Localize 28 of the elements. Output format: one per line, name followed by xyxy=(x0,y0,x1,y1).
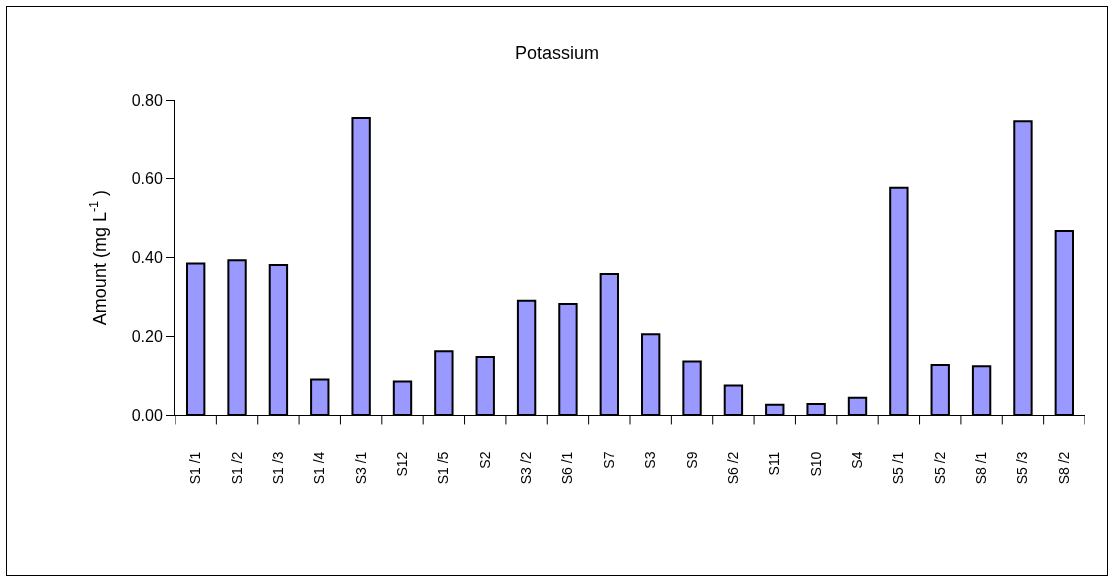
x-tick-label: S1 /4 xyxy=(311,451,328,485)
x-tick-label: S12 xyxy=(394,451,411,477)
x-tick-label: S11 xyxy=(766,451,783,476)
x-tick-label: S1 /2 xyxy=(228,451,245,485)
y-tick-label: 0.00 xyxy=(131,406,163,424)
x-tick-label: S4 xyxy=(849,451,866,469)
x-tick-label: S8 /1 xyxy=(973,451,990,485)
chart-title: Potassium xyxy=(514,43,600,64)
x-tick-label: S5 /3 xyxy=(1014,451,1031,485)
x-tick-label: S1 /5 xyxy=(435,451,452,485)
x-tick-label: S7 xyxy=(600,451,617,469)
x-tick-label: S10 xyxy=(807,451,824,477)
x-tick-label: S3 xyxy=(642,451,659,469)
x-tick-label: S3 /1 xyxy=(352,451,369,485)
x-tick-label: S6 /1 xyxy=(559,451,576,485)
x-tick-label: S2 xyxy=(476,451,493,469)
x-tick-label: S1 /3 xyxy=(269,451,286,485)
x-tick-label: S1 /1 xyxy=(187,451,204,485)
x-tick-label: S6 /2 xyxy=(724,451,741,485)
y-tick-label: 0.80 xyxy=(131,91,163,109)
y-tick-label: 0.20 xyxy=(131,327,163,345)
x-tick-label: S5 /2 xyxy=(931,451,948,485)
y-tick-label: 0.60 xyxy=(131,170,163,188)
x-tick-label: S8 /2 xyxy=(1055,451,1072,485)
x-tick-label: S3 /2 xyxy=(518,451,535,485)
x-tick-label: S5 /1 xyxy=(890,451,907,485)
y-tick-label: 0.40 xyxy=(131,249,163,267)
x-tick-label: S9 xyxy=(683,451,700,469)
